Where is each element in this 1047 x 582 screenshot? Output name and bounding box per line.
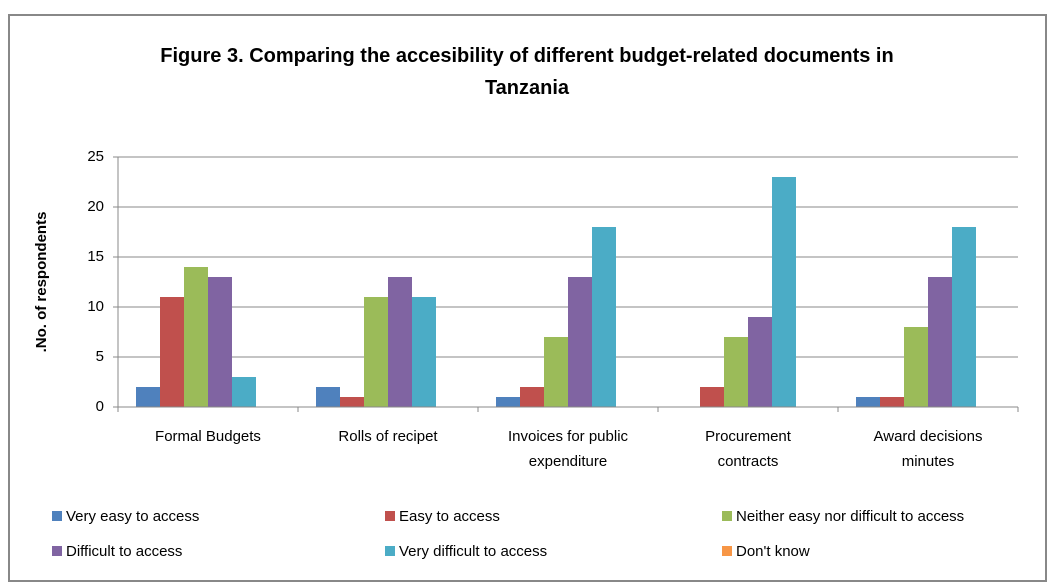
legend-item: Very difficult to access: [385, 543, 547, 561]
chart-frame: [8, 14, 1047, 582]
bar: [388, 277, 412, 407]
bar: [208, 277, 232, 407]
y-tick-label: 20: [87, 198, 104, 215]
bar: [904, 327, 928, 407]
bar: [772, 177, 796, 407]
legend-item: Very easy to access: [52, 508, 199, 526]
bar: [412, 297, 436, 407]
legend-item: Easy to access: [385, 508, 500, 526]
legend-swatch: [52, 511, 62, 521]
x-tick-label: Formal Budgets: [155, 428, 261, 445]
bar: [856, 397, 880, 407]
x-tick-label: Award decisions minutes: [873, 428, 983, 470]
legend-label: Very easy to access: [66, 508, 200, 525]
legend-item: Neither easy nor difficult to access: [722, 508, 964, 526]
legend-label: Don't know: [736, 543, 810, 560]
bar: [496, 397, 520, 407]
bar: [184, 267, 208, 407]
bar: [592, 227, 616, 407]
y-tick-label: 25: [87, 148, 104, 165]
x-tick-label: Rolls of recipet: [338, 428, 438, 445]
legend-label: Difficult to access: [66, 543, 183, 560]
legend-swatch: [385, 546, 395, 556]
x-tick-label: Invoices for public expenditure: [507, 428, 629, 470]
bar: [520, 387, 544, 407]
bar: [748, 317, 772, 407]
legend-label: Easy to access: [399, 508, 500, 525]
bar: [568, 277, 592, 407]
bar: [340, 397, 364, 407]
bar: [136, 387, 160, 407]
legend-item: Don't know: [722, 543, 810, 561]
legend-label: Neither easy nor difficult to access: [736, 508, 965, 525]
y-tick-label: 10: [87, 298, 104, 315]
legend-swatch: [722, 546, 732, 556]
bar: [316, 387, 340, 407]
bar: [160, 297, 184, 407]
chart-title: Figure 3. Comparing the accesibility of …: [160, 45, 894, 99]
bar: [700, 387, 724, 407]
bar: [880, 397, 904, 407]
bar: [952, 227, 976, 407]
bar: [232, 377, 256, 407]
legend-swatch: [385, 511, 395, 521]
bar: [724, 337, 748, 407]
bar: [544, 337, 568, 407]
legend-swatch: [52, 546, 62, 556]
y-tick-label: 15: [87, 248, 104, 265]
x-tick-label: Procurement contracts: [705, 428, 791, 470]
legend-item: Difficult to access: [52, 543, 182, 561]
legend-label: Very difficult to access: [399, 543, 548, 560]
legend-swatch: [722, 511, 732, 521]
bar: [928, 277, 952, 407]
y-tick-label: 0: [96, 398, 104, 415]
bar: [364, 297, 388, 407]
y-tick-label: 5: [96, 348, 104, 365]
y-axis-label: .No. of respondents: [33, 212, 50, 353]
